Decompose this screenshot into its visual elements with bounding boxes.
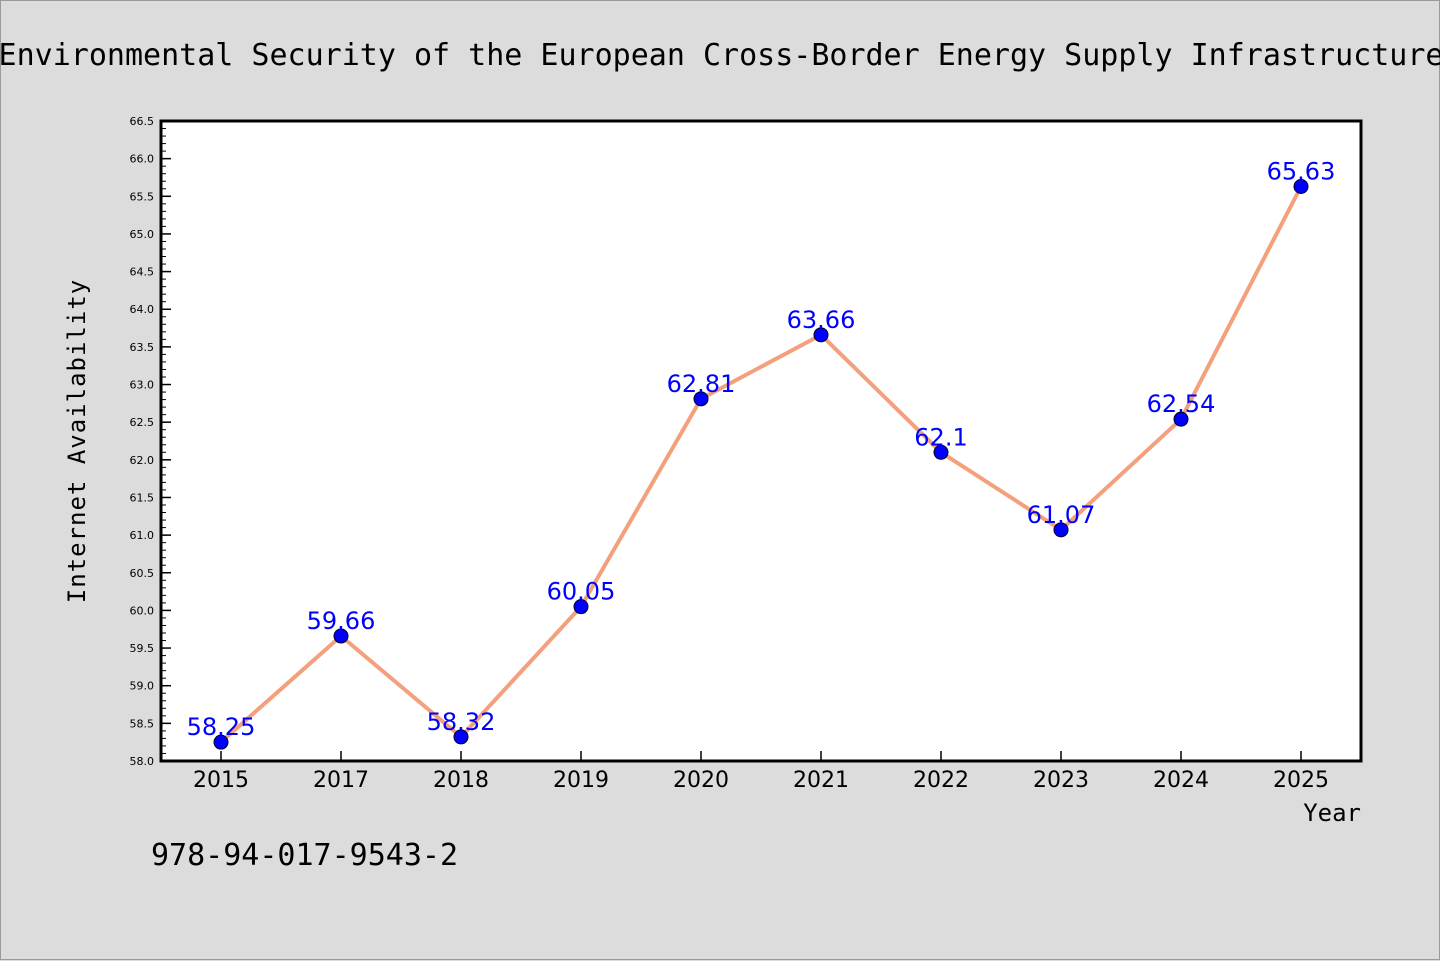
data-label: 65.63	[1267, 158, 1336, 186]
plot-area	[159, 119, 1363, 763]
y-tick-label: 59.0	[130, 680, 155, 693]
x-tick-label: 2017	[313, 768, 369, 793]
x-tick-label: 2015	[193, 768, 249, 793]
y-axis-label: Internet Availability	[63, 279, 91, 603]
data-point	[1293, 179, 1309, 195]
data-label: 63.66	[787, 306, 856, 334]
x-tick-label: 2024	[1153, 768, 1209, 793]
y-tick-label: 64.5	[130, 266, 155, 279]
data-point	[933, 444, 949, 460]
y-tick-label: 62.5	[130, 416, 155, 429]
data-point	[213, 734, 229, 750]
series-line	[219, 185, 1303, 744]
y-tick-label: 58.5	[130, 717, 155, 730]
data-label: 62.81	[667, 370, 736, 398]
y-tick-label: 58.0	[130, 755, 155, 768]
x-tick-label: 2020	[673, 768, 729, 793]
x-axis: 2015 2017 2018 2019 2020 2021 2022 2023 2024 2025	[193, 751, 1329, 793]
y-tick-label: 63.0	[130, 379, 155, 392]
data-label: 61.07	[1027, 501, 1096, 529]
data-label: 58.25	[187, 713, 256, 741]
x-tick-label: 2021	[793, 768, 849, 793]
data-point	[1173, 411, 1189, 427]
y-tick-label: 65.0	[130, 228, 155, 241]
x-tick-label: 2018	[433, 768, 489, 793]
x-axis-label: Year	[1303, 799, 1361, 827]
chart-title: Environmental Security of the European C…	[1, 38, 1440, 73]
data-label: 62.54	[1147, 390, 1216, 418]
x-tick-label: 2019	[553, 768, 609, 793]
y-tick-label: 61.5	[130, 491, 155, 504]
y-tick-label: 61.0	[130, 529, 155, 542]
x-tick-label: 2025	[1273, 768, 1329, 793]
y-axis: 58.0 58.5 59.0 59.5 60.0 60.5 61.0 61.5 62.0 62.5…	[130, 115, 171, 768]
isbn-text: 978-94-017-9543-2	[151, 838, 458, 873]
x-tick-label: 2022	[913, 768, 969, 793]
x-tick-label: 2023	[1033, 768, 1089, 793]
data-point	[693, 391, 709, 407]
data-label: 60.05	[547, 578, 616, 606]
y-tick-label: 65.5	[130, 190, 155, 203]
data-label: 59.66	[307, 607, 376, 635]
data-point	[453, 729, 469, 745]
y-tick-label: 63.5	[130, 341, 155, 354]
data-point	[1053, 522, 1069, 538]
data-point	[573, 599, 589, 615]
y-tick-label: 66.5	[130, 115, 155, 128]
y-tick-label: 60.0	[130, 604, 155, 617]
data-series: 58.25 59.66 58.32 60.05 62.81 63.66 62.1 61.07 6…	[187, 158, 1336, 750]
data-point	[813, 327, 829, 343]
y-tick-label: 59.5	[130, 642, 155, 655]
y-tick-label: 62.0	[130, 454, 155, 467]
y-tick-label: 60.5	[130, 567, 155, 580]
data-label: 62.1	[914, 423, 967, 451]
data-point	[333, 628, 349, 644]
y-tick-label: 66.0	[130, 153, 155, 166]
data-label: 58.32	[427, 708, 496, 736]
y-tick-label: 64.0	[130, 303, 155, 316]
